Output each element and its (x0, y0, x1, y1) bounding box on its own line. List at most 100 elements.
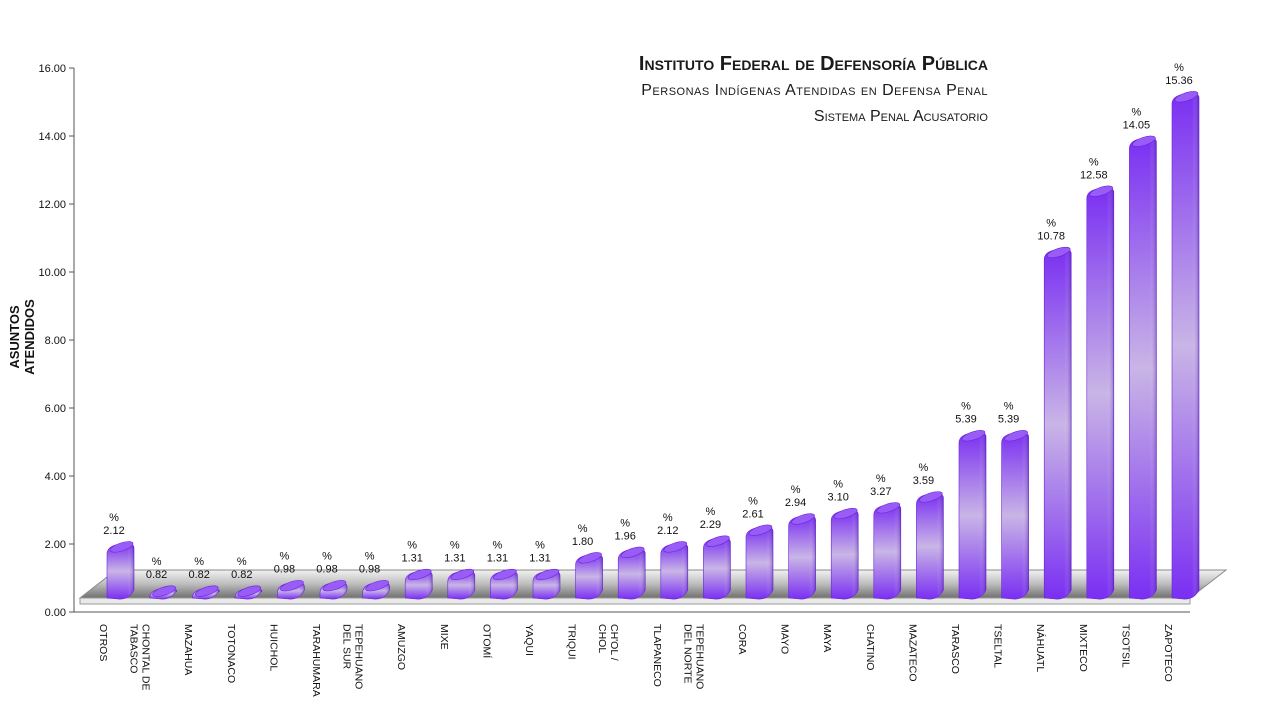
x-tick-label: TEPEHUANODEL NORTE (681, 624, 705, 689)
x-tick-label: TARAHUMARA (310, 624, 322, 697)
y-tick-label: 0.00 (45, 607, 66, 619)
x-tick-label: ZAPOTECO (1162, 624, 1174, 682)
x-tick-label: TSOTSIL (1119, 624, 1131, 668)
bar-cap (706, 535, 730, 547)
x-tick-label-line: TRIQUI (566, 624, 578, 660)
bar (490, 568, 518, 600)
bar (575, 552, 603, 600)
bar (958, 430, 987, 600)
bar-shade (1001, 432, 1029, 600)
data-label-percent: % (919, 462, 929, 474)
data-label-percent: % (365, 551, 375, 563)
data-label: 15.36 (1165, 75, 1193, 87)
bar-shade (618, 548, 646, 600)
x-tick-label-line: MIXE (438, 624, 450, 650)
bar (149, 585, 177, 600)
data-label-percent: % (1089, 156, 1099, 168)
bar-cap (919, 491, 943, 503)
bar-shade (1086, 187, 1114, 600)
bar (703, 535, 731, 600)
x-tick-label: TLAPANECO (651, 624, 663, 687)
bar (660, 541, 689, 600)
x-tick-label-line: OTOMÍ (480, 624, 493, 658)
x-tick-label-line: CH'OL / (608, 624, 620, 661)
x-tick-label: HUICHOL (267, 624, 279, 671)
bar-shade (959, 432, 986, 600)
data-label: 12.58 (1080, 169, 1108, 181)
data-label-percent: % (961, 401, 971, 413)
x-tick-label-line: TARAHUMARA (310, 624, 322, 697)
x-tick-label-line: TEPEHUANO (693, 624, 705, 689)
bar-cap (493, 568, 517, 581)
bar-shade (1044, 248, 1072, 600)
data-label-percent: % (493, 539, 503, 551)
bar-shade (1129, 137, 1157, 600)
x-tick-label: OTOMÍ (480, 624, 493, 658)
bar (1129, 135, 1157, 600)
x-tick-label-line: TOTONACO (225, 624, 237, 683)
bar (447, 568, 476, 600)
data-label-percent: % (578, 523, 588, 535)
data-label: 0.98 (359, 564, 380, 576)
bar (362, 580, 390, 600)
data-label: 5.39 (998, 414, 1019, 426)
bar (234, 585, 263, 600)
bar (745, 524, 774, 600)
data-label: 3.27 (870, 486, 891, 498)
bar-shade (1172, 93, 1199, 600)
bar-cap (1004, 430, 1028, 442)
bar-cap (365, 580, 389, 592)
data-label-percent: % (280, 551, 290, 563)
data-label: 3.59 (913, 475, 934, 487)
bar-cap (1174, 91, 1199, 103)
bar-cap (791, 513, 815, 525)
data-label-percent: % (322, 551, 332, 563)
bar-cap (748, 524, 773, 536)
x-tick-label: TARASCO (949, 624, 961, 674)
bar (191, 585, 220, 600)
data-label-percent: % (109, 512, 119, 524)
x-tick-label-line: TARASCO (949, 624, 961, 674)
x-tick-label-line: CORA (736, 624, 748, 654)
x-tick-label: MAZAHUA (182, 624, 194, 675)
data-label: 1.31 (444, 552, 465, 564)
x-tick-label-line: NÁHUATL (1034, 624, 1047, 672)
x-tick-label: MIXTECO (1077, 624, 1089, 672)
bar-cap (450, 568, 475, 581)
data-label: 0.82 (188, 569, 209, 581)
data-label: 0.98 (274, 564, 295, 576)
bar (830, 507, 859, 600)
x-tick-label-line: DEL SUR (341, 624, 353, 670)
bar-shade (831, 510, 859, 600)
data-label-percent: % (876, 473, 886, 485)
bar-cap (535, 568, 560, 581)
data-label: 0.98 (316, 564, 337, 576)
x-tick-label: CHATINO (864, 624, 876, 670)
x-tick-label: CH'OL /CHOL (596, 624, 620, 661)
data-label: 5.39 (955, 414, 976, 426)
y-tick-label: 4.00 (45, 471, 66, 483)
x-tick-label: MIXE (438, 624, 450, 650)
x-tick-label-line: HUICHOL (267, 624, 279, 671)
bar-cap (1046, 246, 1071, 259)
x-tick-label: TOTONACO (225, 624, 237, 683)
bar-shade (660, 543, 688, 600)
x-tick-label: TEPEHUANODEL SUR (341, 624, 365, 689)
data-label: 1.31 (487, 552, 508, 564)
bar (1043, 246, 1072, 600)
bar-shade (873, 504, 901, 600)
bar-cap (322, 580, 347, 592)
data-label-percent: % (450, 539, 460, 551)
x-tick-label: CHONTAL DETABASCO (128, 624, 152, 691)
bar-cap (237, 585, 262, 597)
bar-cap (620, 546, 645, 558)
data-label: 0.82 (146, 569, 167, 581)
bar-shade (788, 515, 816, 600)
data-label-percent: % (152, 556, 162, 568)
data-label: 2.94 (785, 497, 806, 509)
data-label-percent: % (833, 479, 843, 491)
x-tick-label: YAQUI (523, 624, 535, 656)
data-label: 1.31 (529, 552, 550, 564)
bar-cap (961, 430, 986, 442)
